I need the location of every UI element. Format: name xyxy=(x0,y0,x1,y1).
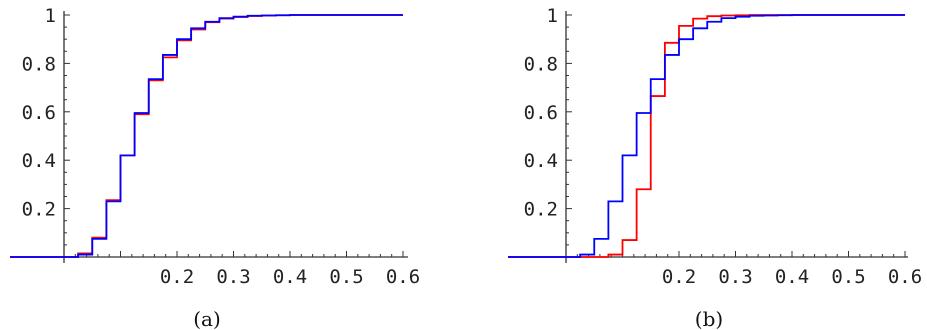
series-line-blue xyxy=(508,14,905,258)
x-tick-label: 0.6 xyxy=(888,266,922,288)
x-tick-label: 0.5 xyxy=(831,266,865,288)
x-tick-label: 0.3 xyxy=(216,266,250,288)
y-tick-label: 0.8 xyxy=(22,53,56,75)
panel-caption: (b) xyxy=(695,307,723,330)
x-tick-label: 0.2 xyxy=(160,266,194,288)
panel-caption: (a) xyxy=(193,307,221,330)
y-tick-label: 1 xyxy=(547,5,558,27)
series-line-red xyxy=(508,14,905,258)
y-tick-label: 0.2 xyxy=(22,199,56,221)
panel-a: 0.2 0.3 0.4 0.5 0.6 0.2 0.4 0.6 0.8 1 (a) xyxy=(10,5,420,330)
x-tick-label: 0.4 xyxy=(775,266,809,288)
x-tick-label: 0.4 xyxy=(273,266,307,288)
panel-b: 0.2 0.3 0.4 0.5 0.6 0.2 0.4 0.6 0.8 1 (b) xyxy=(508,5,922,330)
x-tick-label: 0.2 xyxy=(662,266,696,288)
x-tick-label: 0.5 xyxy=(329,266,363,288)
y-tick-label: 0.8 xyxy=(524,53,558,75)
y-tick-label: 0.6 xyxy=(524,102,558,124)
y-tick-label: 0.6 xyxy=(22,102,56,124)
x-tick-label: 0.6 xyxy=(386,266,420,288)
y-tick-label: 0.4 xyxy=(524,150,558,172)
y-tick-label: 0.2 xyxy=(524,199,558,221)
y-tick-label: 1 xyxy=(45,5,56,27)
series-line-red xyxy=(10,14,403,258)
series-line-blue xyxy=(10,14,403,258)
x-tick-label: 0.3 xyxy=(718,266,752,288)
y-tick-label: 0.4 xyxy=(22,150,56,172)
